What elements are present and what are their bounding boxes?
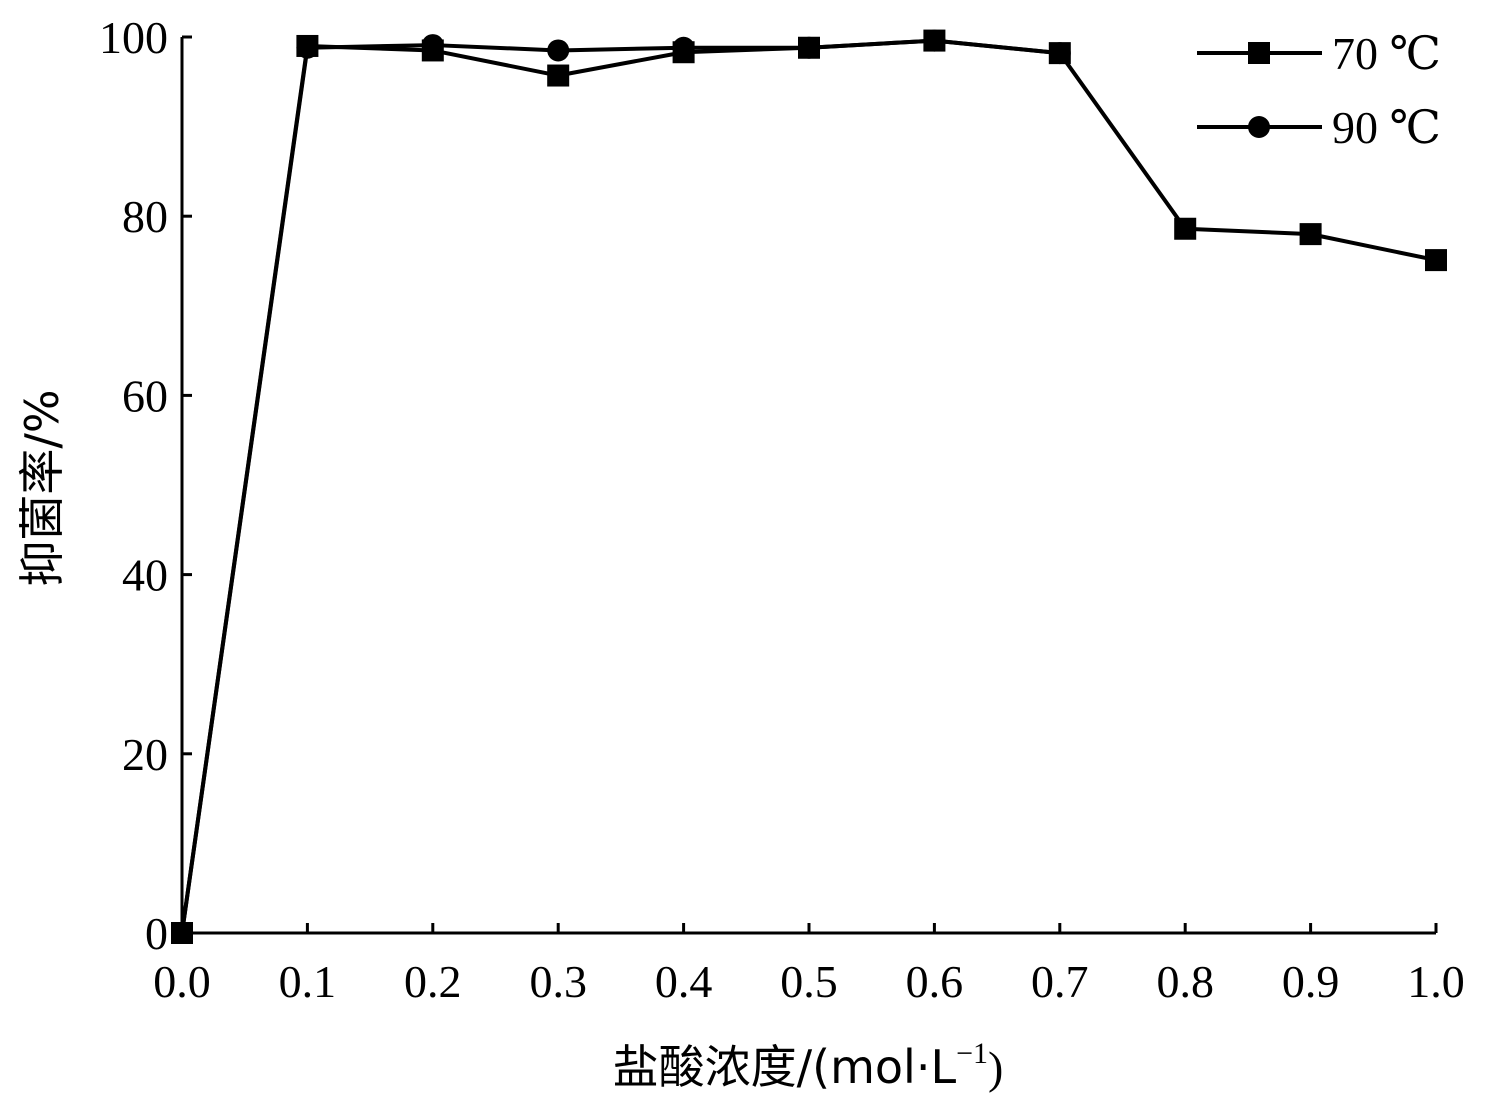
data-point-square — [296, 34, 319, 57]
legend-item-1: 70 ℃ — [1197, 28, 1441, 79]
y-tick-label: 20 — [122, 729, 168, 780]
data-point-square — [1174, 217, 1197, 240]
legend-item-2: 90 ℃ — [1197, 102, 1441, 153]
y-tick-label: 0 — [145, 908, 168, 959]
axes — [180, 37, 1436, 935]
series-line — [180, 38, 1437, 934]
legend-label: 70 ℃ — [1332, 28, 1441, 79]
legend-marker-square — [1248, 42, 1270, 64]
data-point-square — [1425, 249, 1447, 272]
series-layer — [171, 29, 1447, 944]
x-tick-label: 1.0 — [1407, 956, 1465, 1007]
x-tick-label: 0.2 — [404, 956, 462, 1007]
series-2 — [171, 29, 1071, 944]
y-tick-label: 100 — [99, 12, 168, 63]
data-point-square — [547, 64, 570, 87]
x-axis-title-main: 盐酸浓度/(mol·L — [613, 1040, 957, 1094]
y-axis-ticks: 0 20 40 60 80 100 — [99, 12, 192, 959]
x-axis-title-superscript: −1 — [956, 1037, 988, 1070]
legend-label: 90 ℃ — [1332, 102, 1441, 153]
x-tick-label: 0.1 — [279, 956, 337, 1007]
x-tick-label: 0.6 — [906, 956, 964, 1007]
data-point-circle — [547, 39, 570, 62]
data-point-square — [923, 29, 946, 52]
x-axis-title-close: ) — [988, 1042, 1003, 1093]
x-tick-label: 0.8 — [1156, 956, 1214, 1007]
x-tick-label: 0.3 — [529, 956, 587, 1007]
series-1 — [171, 29, 1447, 944]
data-point-square — [1048, 42, 1071, 65]
legend: 70 ℃ 90 ℃ — [1197, 28, 1441, 153]
x-axis-ticks: 0.0 0.1 0.2 0.3 0.4 0.5 0.6 0.7 0.8 0.9 1.0 — [153, 923, 1465, 1007]
data-point-square — [672, 41, 695, 64]
data-point-square — [798, 36, 820, 59]
data-point-square — [1299, 223, 1322, 246]
x-tick-label: 0.9 — [1282, 956, 1340, 1007]
y-axis-title: 抑菌率/% — [15, 389, 69, 586]
x-tick-label: 0.0 — [153, 956, 211, 1007]
data-point-square — [171, 922, 193, 944]
x-tick-label: 0.4 — [655, 956, 713, 1007]
legend-marker-circle — [1248, 116, 1270, 138]
y-tick-label: 80 — [122, 191, 168, 242]
x-axis-title: 盐酸浓度/(mol·L−1) — [613, 1037, 1004, 1094]
x-tick-label: 0.5 — [780, 956, 838, 1007]
y-tick-label: 60 — [122, 370, 168, 421]
data-point-square — [421, 39, 444, 62]
series-line — [180, 38, 1060, 934]
x-tick-label: 0.7 — [1031, 956, 1089, 1007]
y-tick-label: 40 — [122, 550, 168, 601]
